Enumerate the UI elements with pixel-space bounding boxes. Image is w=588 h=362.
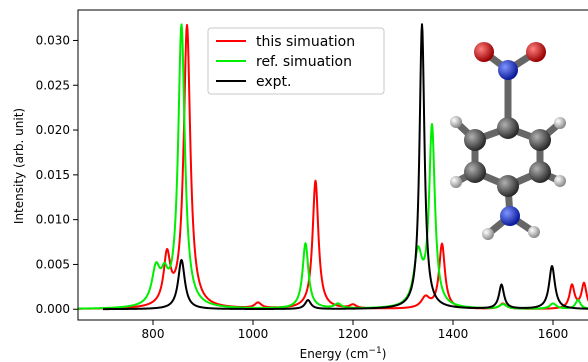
- y-tick-label: 0.020: [36, 123, 70, 137]
- series-line-ref-simuation: [78, 23, 588, 310]
- y-axis-label: Intensity (arb. unit): [12, 108, 26, 224]
- x-axis-label: Energy (cm−1): [300, 346, 387, 361]
- x-tick-label: 1000: [238, 327, 269, 341]
- x-tick-label: 1400: [438, 327, 469, 341]
- y-tick-label: 0.025: [36, 78, 70, 92]
- legend: this simuation ref. simuation expt.: [207, 27, 385, 95]
- y-tick-label: 0.030: [36, 33, 70, 47]
- axes: 800 1000 1200 1400 1600 0.000 0.005 0.010 0.015 0…: [36, 33, 569, 341]
- y-tick-label: 0.010: [36, 213, 70, 227]
- series-lines: [78, 23, 588, 311]
- y-tick-label: 0.015: [36, 168, 70, 182]
- series-line-expt: [102, 23, 588, 311]
- molecule-structure-image: [450, 42, 566, 240]
- legend-label-ref-simuation: ref. simuation: [256, 54, 352, 70]
- x-tick-label: 1600: [538, 327, 569, 341]
- y-tick-label: 0.005: [36, 257, 70, 271]
- plot-frame: [77, 9, 588, 321]
- x-tick-label: 1200: [338, 327, 369, 341]
- legend-label-this-simuation: this simuation: [256, 34, 355, 50]
- legend-box: [207, 27, 385, 95]
- x-tick-label: 800: [142, 327, 165, 341]
- legend-label-expt: expt.: [256, 74, 291, 90]
- y-tick-label: 0.000: [36, 302, 70, 316]
